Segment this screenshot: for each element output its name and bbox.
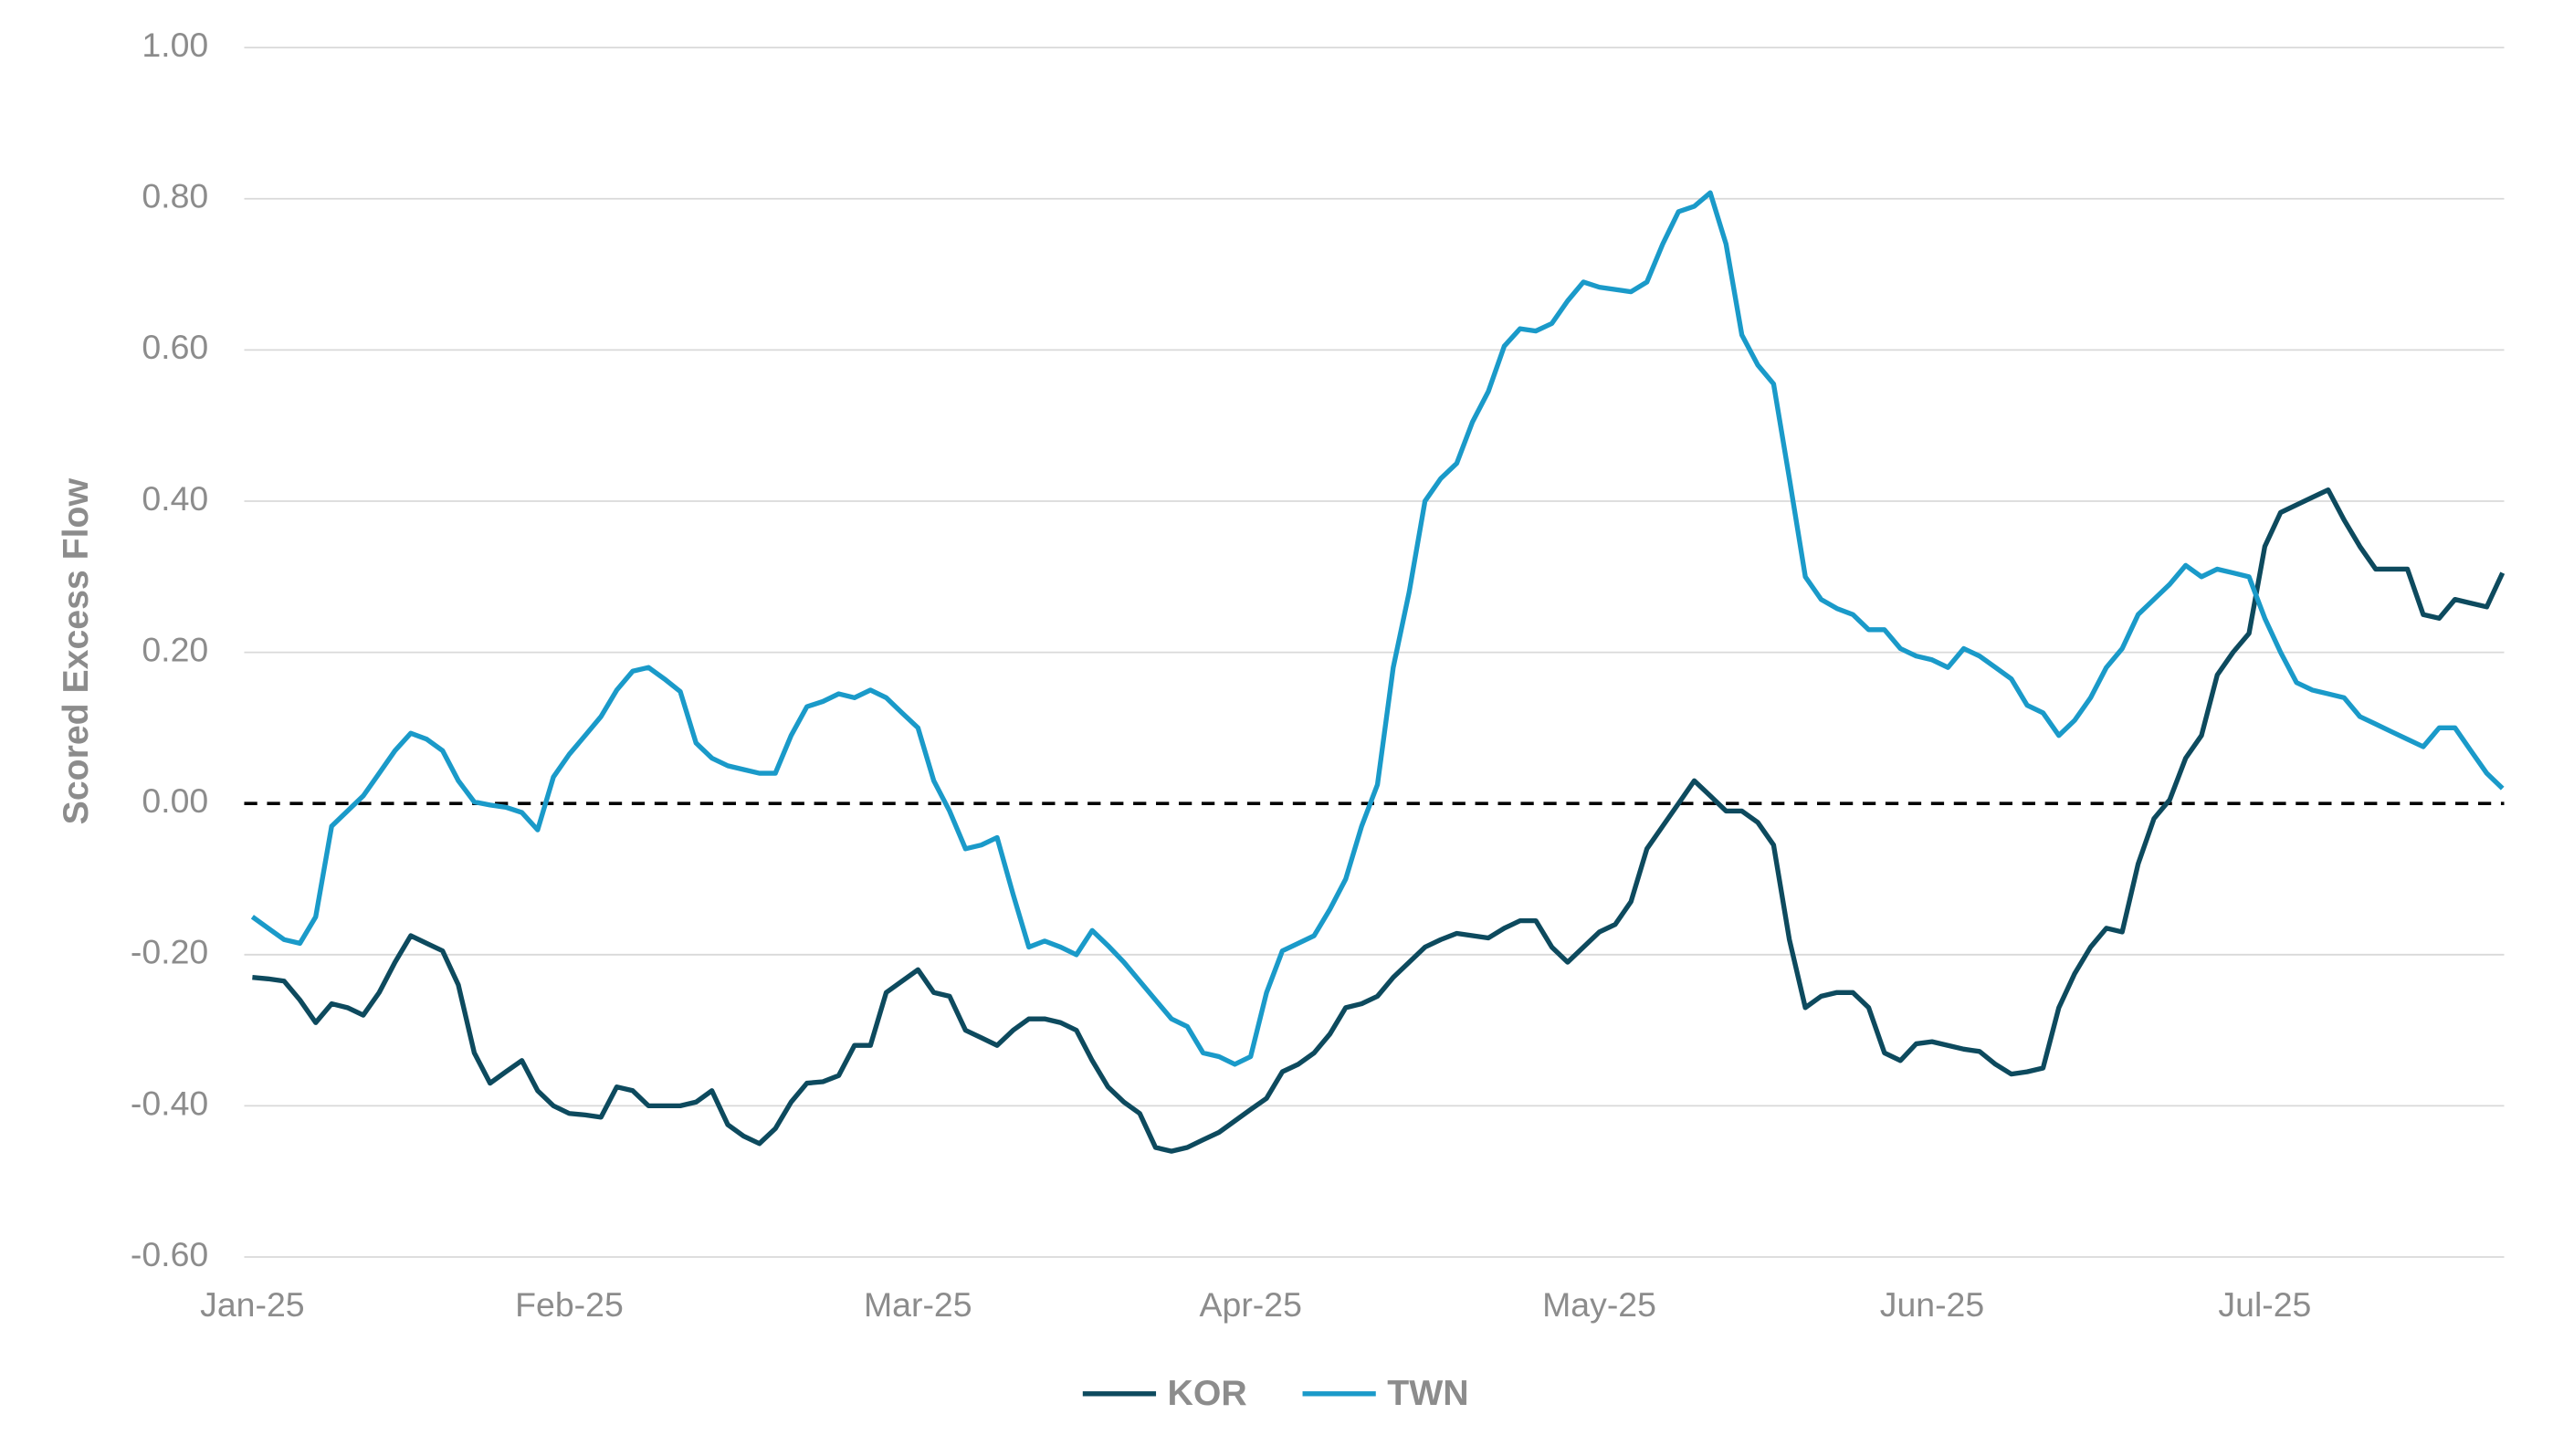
y-tick-label: 0.60 — [142, 328, 208, 366]
x-tick-label: Mar-25 — [864, 1285, 972, 1324]
legend-label: KOR — [1168, 1373, 1247, 1413]
y-tick-label: 0.80 — [142, 177, 208, 215]
line-series — [252, 487, 2506, 1154]
x-tick-label: Jun-25 — [1880, 1285, 1984, 1324]
y-tick-label: 0.20 — [142, 630, 208, 668]
y-tick-label: -0.20 — [131, 933, 208, 971]
x-tick-label: Apr-25 — [1200, 1285, 1302, 1324]
y-tick-label: 0.40 — [142, 479, 208, 518]
x-tick-label: Jul-25 — [2218, 1285, 2311, 1324]
y-tick-label: -0.40 — [131, 1084, 208, 1122]
x-tick-label: Feb-25 — [515, 1285, 624, 1324]
y-tick-label: 1.00 — [142, 26, 208, 64]
x-tick-label: Jan-25 — [200, 1285, 304, 1324]
legend-label: TWN — [1387, 1373, 1468, 1413]
y-tick-label: -0.60 — [131, 1235, 208, 1273]
y-axis-label: Scored Excess Flow — [56, 478, 96, 825]
x-tick-label: May-25 — [1542, 1285, 1656, 1324]
line-series — [250, 190, 2505, 1067]
y-tick-label: 0.00 — [142, 781, 208, 820]
